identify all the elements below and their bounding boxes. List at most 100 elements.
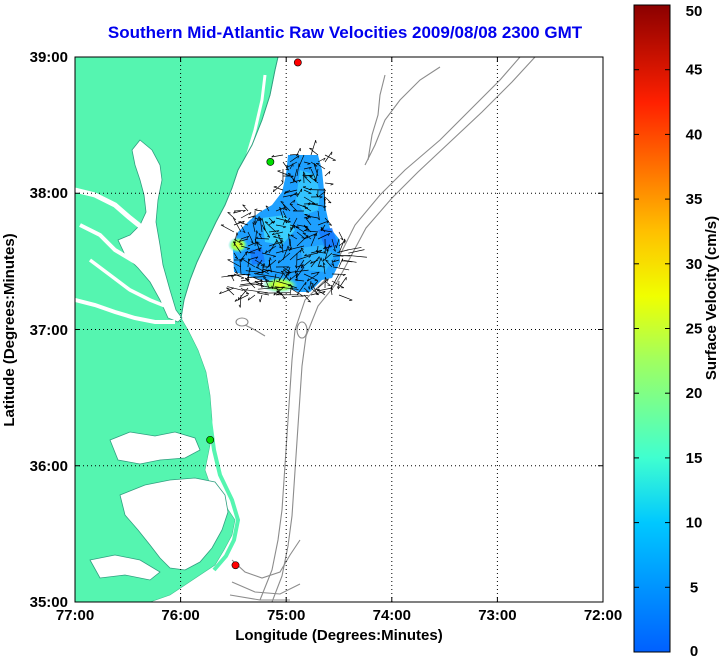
velocity-arrow [275,248,292,254]
velocity-arrow [271,154,284,158]
velocity-arrow-head [285,190,288,194]
velocity-arrow-head [284,208,288,211]
velocity-arrow [282,161,289,171]
velocity-arrow [303,189,312,194]
velocity-arrow [247,276,266,278]
velocity-arrow [255,266,270,275]
velocity-arrow [219,287,235,295]
velocity-arrow [310,259,319,264]
velocity-arrow [331,238,336,252]
velocity-arrow-head [302,173,306,176]
velocity-arrow [275,207,286,212]
velocity-arrow-head [281,239,284,243]
velocity-arrow [265,245,277,254]
velocity-arrow [278,252,291,264]
velocity-arrow-head [234,298,237,302]
velocity-arrow [281,239,284,254]
velocity-arrow [335,238,340,249]
velocity-arrow-head [238,221,242,223]
velocity-arrow [261,252,277,257]
hf-radar-stations [206,58,302,570]
velocity-arrow [324,217,332,226]
velocity-arrow-head [255,256,259,260]
velocity-arrow [227,286,244,291]
james-river [75,298,175,324]
colorbar-tick-labels: 0 5 10 15 20 25 30 35 40 45 50 [686,3,703,659]
velocity-arrow-head [246,248,250,250]
velocity-arrow [338,280,340,290]
velocity-arrow [247,294,256,301]
velocity-arrow-head [300,249,302,253]
velocity-arrow [322,262,326,275]
velocity-arrow-head [279,207,282,210]
velocity-arrow [304,176,312,184]
velocity-arrow [296,255,312,261]
velocity-arrow [275,238,283,249]
velocity-arrow-head [234,271,238,274]
velocity-arrow [282,269,291,275]
velocity-arrow [309,176,319,184]
velocity-arrow [240,235,249,240]
colorbar-tick-label: 35 [686,191,703,208]
velocity-arrow-head [322,291,326,294]
grid-lines [75,57,603,602]
velocity-arrow-head [328,224,332,226]
velocity-arrow [349,255,367,258]
velocity-arrow [317,191,326,198]
rappahannock-river [79,223,152,274]
velocity-arrow [272,231,284,236]
colorbar-tick-label: 30 [686,256,703,273]
velocity-arrow-head [327,233,331,237]
velocity-arrow-head [288,233,291,237]
velocity-arrow [338,277,347,289]
velocity-arrow [255,237,270,240]
velocity-arrow [305,217,312,226]
velocity-arrow [265,205,270,212]
velocity-arrow-head [304,229,308,231]
velocity-arrow [220,224,235,233]
velocity-arrow [254,216,260,226]
velocity-arrow-head [323,157,326,161]
velocity-arrow [310,282,319,296]
velocity-arrow-head [283,191,286,195]
colorbar-tick-label: 10 [686,515,703,532]
velocity-arrow-head [277,234,281,237]
velocity-arrow-head [309,187,313,190]
velocity-arrow [324,280,331,286]
velocity-arrow-head [293,199,296,203]
velocity-arrow [310,291,326,296]
velocity-arrow-head [242,230,246,234]
velocity-arrow-head [226,287,230,289]
velocity-arrow-head [254,208,258,211]
velocity-arrow-head [233,241,237,244]
colorbar-tick-label: 40 [686,126,703,143]
coastline [180,57,279,319]
velocity-arrow-head [250,241,254,244]
velocity-arrow [310,203,327,208]
velocity-arrow [331,259,335,266]
velocity-arrow [282,219,286,226]
velocity-arrow [273,287,284,296]
velocity-arrow-head [298,179,302,183]
velocity-arrow [303,224,310,231]
velocity-arrow [256,242,263,247]
velocity-arrow-head [294,278,298,281]
velocity-arrow [289,249,302,261]
velocity-arrow [268,241,282,247]
velocity-arrow-head [271,154,275,158]
velocity-arrow [273,236,284,240]
velocity-arrow [315,288,326,296]
velocity-arrow [322,252,333,262]
velocity-arrow-head [267,235,271,238]
velocity-arrow-head [313,163,317,166]
velocity-arrow [272,182,284,193]
velocity-arrow [257,292,270,296]
velocity-arrow-head [256,230,259,234]
velocity-arrow-head [272,188,275,193]
velocity-arrow [264,221,277,233]
velocity-arrow [244,277,256,289]
velocity-arrow-head [300,247,304,250]
velocity-arrow-head [330,183,334,186]
velocity-arrow-head [272,255,277,258]
